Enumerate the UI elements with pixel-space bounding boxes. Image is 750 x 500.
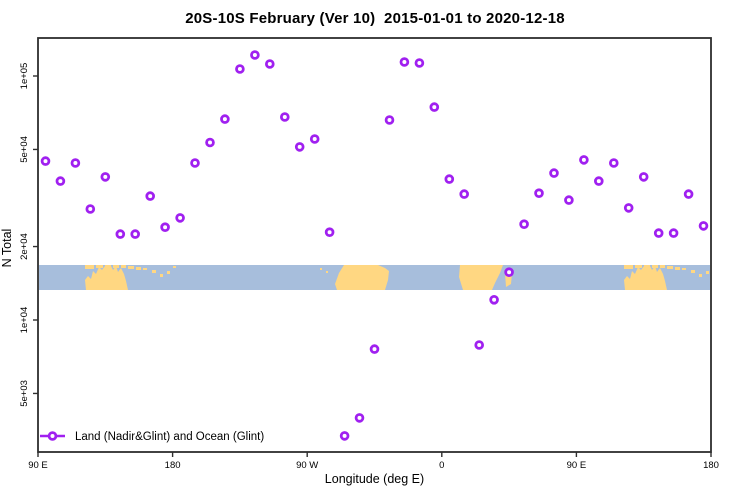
data-points [40, 50, 709, 441]
data-point [504, 267, 514, 278]
land-melanesia-islands [706, 271, 709, 274]
data-point [339, 431, 350, 441]
land-africa [459, 265, 503, 290]
legend: Land (Nadir&Glint) and Ocean (Glint) [40, 431, 264, 443]
land-australia [624, 266, 667, 290]
data-point [384, 115, 395, 125]
data-point [279, 112, 290, 122]
y-tick-label: 1e+05 [19, 63, 30, 90]
land-pacific-specks [320, 268, 322, 270]
data-point [190, 158, 200, 168]
data-point [55, 176, 66, 186]
land-melanesia-islands [712, 266, 715, 268]
data-point [698, 221, 709, 231]
land-indonesia-arc [624, 265, 633, 269]
data-point [115, 229, 126, 239]
data-point [474, 340, 485, 350]
land-melanesia-islands [152, 270, 156, 273]
data-point [414, 58, 425, 68]
x-tick-label: 0 [439, 460, 444, 471]
land-melanesia-islands [691, 270, 695, 273]
data-point [623, 203, 634, 213]
x-tick-label: 180 [703, 460, 719, 471]
legend-marker [47, 431, 58, 441]
data-point [324, 227, 335, 238]
land-indonesia-arc [644, 265, 650, 269]
data-point [205, 137, 215, 148]
data-point [459, 189, 470, 199]
land-australia [85, 266, 128, 290]
x-tick-label: 180 [165, 460, 181, 471]
data-point [175, 213, 185, 223]
y-tick-label: 1e+04 [19, 307, 30, 334]
data-point [250, 50, 260, 60]
land-indonesia-arc [682, 268, 686, 270]
data-point [593, 176, 604, 186]
y-tick-label: 5e+03 [19, 380, 30, 407]
data-point [145, 191, 156, 201]
land-melanesia-islands [167, 271, 170, 274]
land-melanesia-islands [160, 274, 163, 277]
plot-frame [37, 37, 712, 453]
x-tick-label: 90 E [567, 460, 587, 471]
land-indonesia-arc [128, 266, 134, 269]
data-point [369, 344, 380, 354]
y-tick-label: 2e+04 [19, 233, 30, 260]
data-point [235, 64, 245, 74]
land-indonesia-arc [667, 266, 673, 269]
x-axis-label: Longitude (deg E) [325, 472, 424, 486]
data-point [70, 158, 81, 168]
land-melanesia-islands [699, 274, 702, 277]
data-point [354, 413, 365, 423]
y-tick-label: 5e+04 [19, 136, 30, 163]
x-tick-label: 90 W [296, 460, 318, 471]
data-point [579, 155, 589, 165]
map-band [39, 265, 715, 290]
land-indonesia-arc [136, 267, 141, 270]
data-point [549, 168, 559, 178]
data-point [683, 189, 694, 199]
land-indonesia-arc [675, 267, 680, 270]
land-melanesia-islands [173, 266, 176, 268]
land-indonesia-arc [660, 265, 665, 268]
data-point [608, 158, 619, 168]
data-point [489, 294, 499, 305]
data-point [399, 57, 410, 67]
data-point [40, 156, 51, 166]
data-point [444, 174, 455, 184]
data-point [429, 102, 440, 112]
data-point [638, 172, 649, 182]
land-indonesia-arc [105, 265, 111, 269]
legend-label: Land (Nadir&Glint) and Ocean (Glint) [75, 431, 264, 443]
data-point [294, 142, 305, 152]
data-point [564, 195, 574, 205]
land-indonesia-arc [121, 265, 126, 268]
data-point [309, 134, 320, 144]
x-tick-label: 90 E [28, 460, 48, 471]
land-pacific-specks [326, 271, 328, 273]
land-indonesia-arc [143, 268, 147, 270]
land-indonesia-arc [652, 265, 658, 268]
land-indonesia-arc [96, 265, 103, 268]
land-indonesia-arc [85, 265, 94, 269]
data-point [668, 228, 679, 238]
data-point [100, 172, 111, 182]
data-point [85, 204, 96, 214]
land-south-america [335, 265, 389, 290]
data-point [519, 219, 529, 230]
y-axis-label: N Total [0, 229, 14, 268]
data-point [264, 59, 275, 69]
chart-title: 20S-10S February (Ver 10) 2015-01-01 to … [185, 10, 565, 27]
data-point [160, 222, 170, 233]
land-indonesia-arc [635, 265, 642, 268]
data-point [130, 229, 141, 239]
data-point [534, 188, 544, 199]
data-point [220, 114, 230, 124]
land-indonesia-arc [113, 265, 119, 268]
data-point [653, 228, 664, 238]
